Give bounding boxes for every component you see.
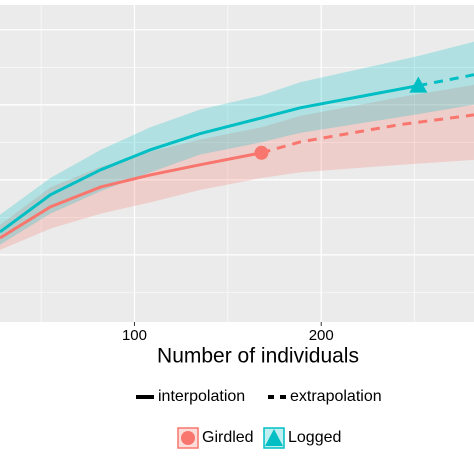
x-tick-label: 200 (309, 327, 334, 344)
legend-item: Logged (263, 427, 341, 449)
legend-label: extrapolation (290, 388, 382, 405)
legend-label: interpolation (158, 388, 245, 405)
legend-label: Girdled (202, 429, 254, 446)
confidence-band (0, 84, 474, 250)
reference-point (409, 76, 428, 93)
plot-background (0, 5, 474, 322)
legend-symbol (181, 431, 195, 445)
legend-symbol (265, 429, 283, 446)
extrapolation-line (261, 113, 474, 155)
interpolation-line (0, 151, 262, 240)
reference-point (254, 145, 269, 160)
x-tick-label: 100 (122, 327, 147, 344)
legend-item: Girdled (177, 427, 254, 449)
interpolation-line (0, 84, 419, 234)
legend-label: Logged (288, 429, 341, 446)
x-axis-title: Number of individuals (157, 345, 359, 368)
confidence-band (0, 41, 474, 245)
